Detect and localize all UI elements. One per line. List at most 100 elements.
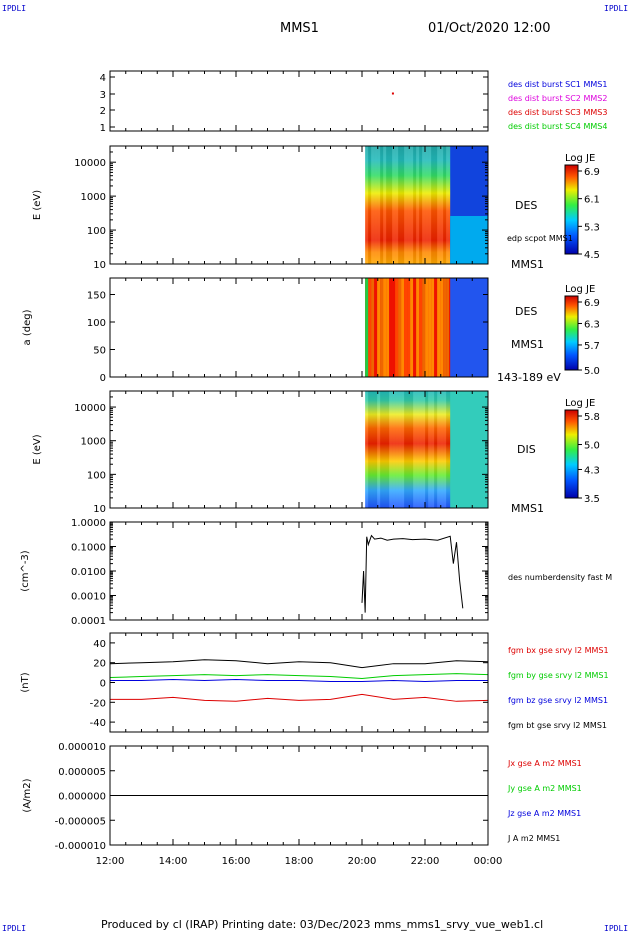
sc-tick-label: 3	[100, 90, 106, 101]
spectrogram-column	[383, 146, 387, 264]
sc-legend-entry: des dist burst SC4 MMS4	[508, 122, 607, 131]
colorbar-tick-label: 4.3	[584, 465, 600, 476]
spectrogram-column	[422, 278, 426, 377]
colorbar-tick-label: 5.0	[584, 366, 600, 377]
footer-credits: Produced by cl (IRAP) Printing date: 03/…	[101, 918, 544, 931]
corner-tag-bottom-left: IPDLI	[2, 924, 27, 933]
density-tick-label: 0.1000	[71, 543, 106, 554]
pitch-edge	[365, 278, 369, 377]
density-tick-label: 0.0010	[71, 592, 106, 603]
spectrogram-column	[437, 278, 441, 377]
spectrogram-column	[398, 146, 402, 264]
current-tick-label: -0.000010	[55, 841, 106, 852]
spectrogram-column	[413, 391, 417, 508]
spectrogram-column	[407, 391, 411, 508]
bfield-line	[110, 679, 488, 683]
spectrogram-column	[428, 146, 432, 264]
spectrogram-column	[401, 146, 405, 264]
spectrogram-column	[371, 391, 375, 508]
x-tick-label: 16:00	[222, 856, 251, 867]
density-tick-label: 1.0000	[71, 518, 106, 529]
spectrogram-column	[425, 146, 429, 264]
des-energy-tick-label: 1000	[81, 192, 106, 203]
spectrogram-column	[443, 146, 447, 264]
spectrogram-column	[368, 146, 372, 264]
spectrogram-column	[392, 278, 396, 377]
spectrogram-column	[404, 146, 408, 264]
x-tick-label: 20:00	[348, 856, 377, 867]
spectrogram-column	[398, 391, 402, 508]
spectrogram-column	[386, 146, 390, 264]
spectrogram-column	[401, 391, 405, 508]
bfield-line	[109, 673, 489, 680]
sc-burst-point	[391, 92, 394, 95]
spectrogram-column	[434, 278, 438, 377]
density-ylabel: (cm^-3)	[20, 550, 31, 591]
spectrogram-column	[380, 278, 384, 377]
current-tick-label: 0.000010	[58, 742, 106, 753]
pitch-des-label: DES	[515, 305, 537, 318]
colorbar-tick-label: 5.7	[584, 341, 600, 352]
colorbar-tick-label: 4.5	[584, 250, 600, 261]
des-energy-label: DES	[515, 199, 537, 212]
spectrogram-column	[413, 146, 417, 264]
pitch-tick-label: 0	[100, 373, 106, 384]
spectrogram-column	[419, 146, 423, 264]
colorbar-tick-label: 5.3	[584, 222, 600, 233]
des-sc-label: MMS1	[511, 258, 544, 271]
panel-frame	[109, 521, 489, 621]
dis-energy-tick-label: 100	[87, 470, 106, 481]
colorbar-title: Log JE	[565, 284, 595, 295]
bfield-tick-label: -20	[90, 698, 106, 709]
des-scpot-label: edp scpot MMS1	[507, 234, 573, 243]
bfield-legend-entry: fgm bt gse srvy l2 MMS1	[508, 721, 607, 730]
des-energy-tick-label: 10	[93, 260, 106, 271]
colorbar-title: Log JE	[565, 153, 595, 164]
current-legend-entry: Jz gse A m2 MMS1	[507, 809, 581, 818]
spectrogram-column	[431, 146, 435, 264]
x-tick-label: 22:00	[411, 856, 440, 867]
spectrogram-column	[398, 278, 402, 377]
bfield-line	[109, 659, 489, 669]
density-line	[361, 534, 464, 613]
spectrogram-column	[365, 391, 369, 508]
spectrogram-column	[410, 391, 414, 508]
pitch-ylabel: a (deg)	[22, 309, 33, 345]
sc-tick-label: 4	[100, 73, 106, 84]
spectrogram-column	[443, 278, 447, 377]
colorbar	[564, 295, 579, 371]
spectrogram-column	[416, 278, 420, 377]
spectrogram-column	[410, 278, 414, 377]
spectrogram-column	[395, 146, 399, 264]
spectrogram-column	[389, 278, 393, 377]
panel-frame	[109, 632, 489, 733]
panel-frame	[109, 70, 489, 132]
x-tick-label: 00:00	[474, 856, 503, 867]
spectrogram-column	[416, 146, 420, 264]
current-tick-label: 0.000000	[58, 792, 106, 803]
spectrogram-column	[392, 391, 396, 508]
bfield-legend-entry: fgm bz gse srvy l2 MMS1	[508, 696, 608, 705]
current-tick-label: -0.000005	[55, 816, 106, 827]
pitch-tick-label: 50	[93, 346, 106, 357]
bfield-ylabel: (nT)	[20, 672, 31, 692]
spectrogram-column	[410, 146, 414, 264]
spectrogram-column	[431, 391, 435, 508]
spectrogram-column	[422, 146, 426, 264]
spectrogram-column	[377, 278, 381, 377]
des-pitch-spectrogram	[365, 278, 488, 377]
spectrogram-column	[425, 278, 429, 377]
spectrogram-column	[392, 146, 396, 264]
spectrogram-column	[416, 391, 420, 508]
spectrogram-column	[401, 278, 405, 377]
current-legend-entry: J A m2 MMS1	[507, 834, 560, 843]
spectrogram-column	[404, 391, 408, 508]
des-spectrogram-tail-low	[450, 216, 488, 264]
spectrogram-column	[446, 391, 450, 508]
des-spectrogram	[365, 146, 488, 264]
dis-label: DIS	[517, 443, 536, 456]
spectrogram-column	[383, 391, 387, 508]
spectrogram-column	[431, 278, 435, 377]
spectrogram-column	[437, 391, 441, 508]
